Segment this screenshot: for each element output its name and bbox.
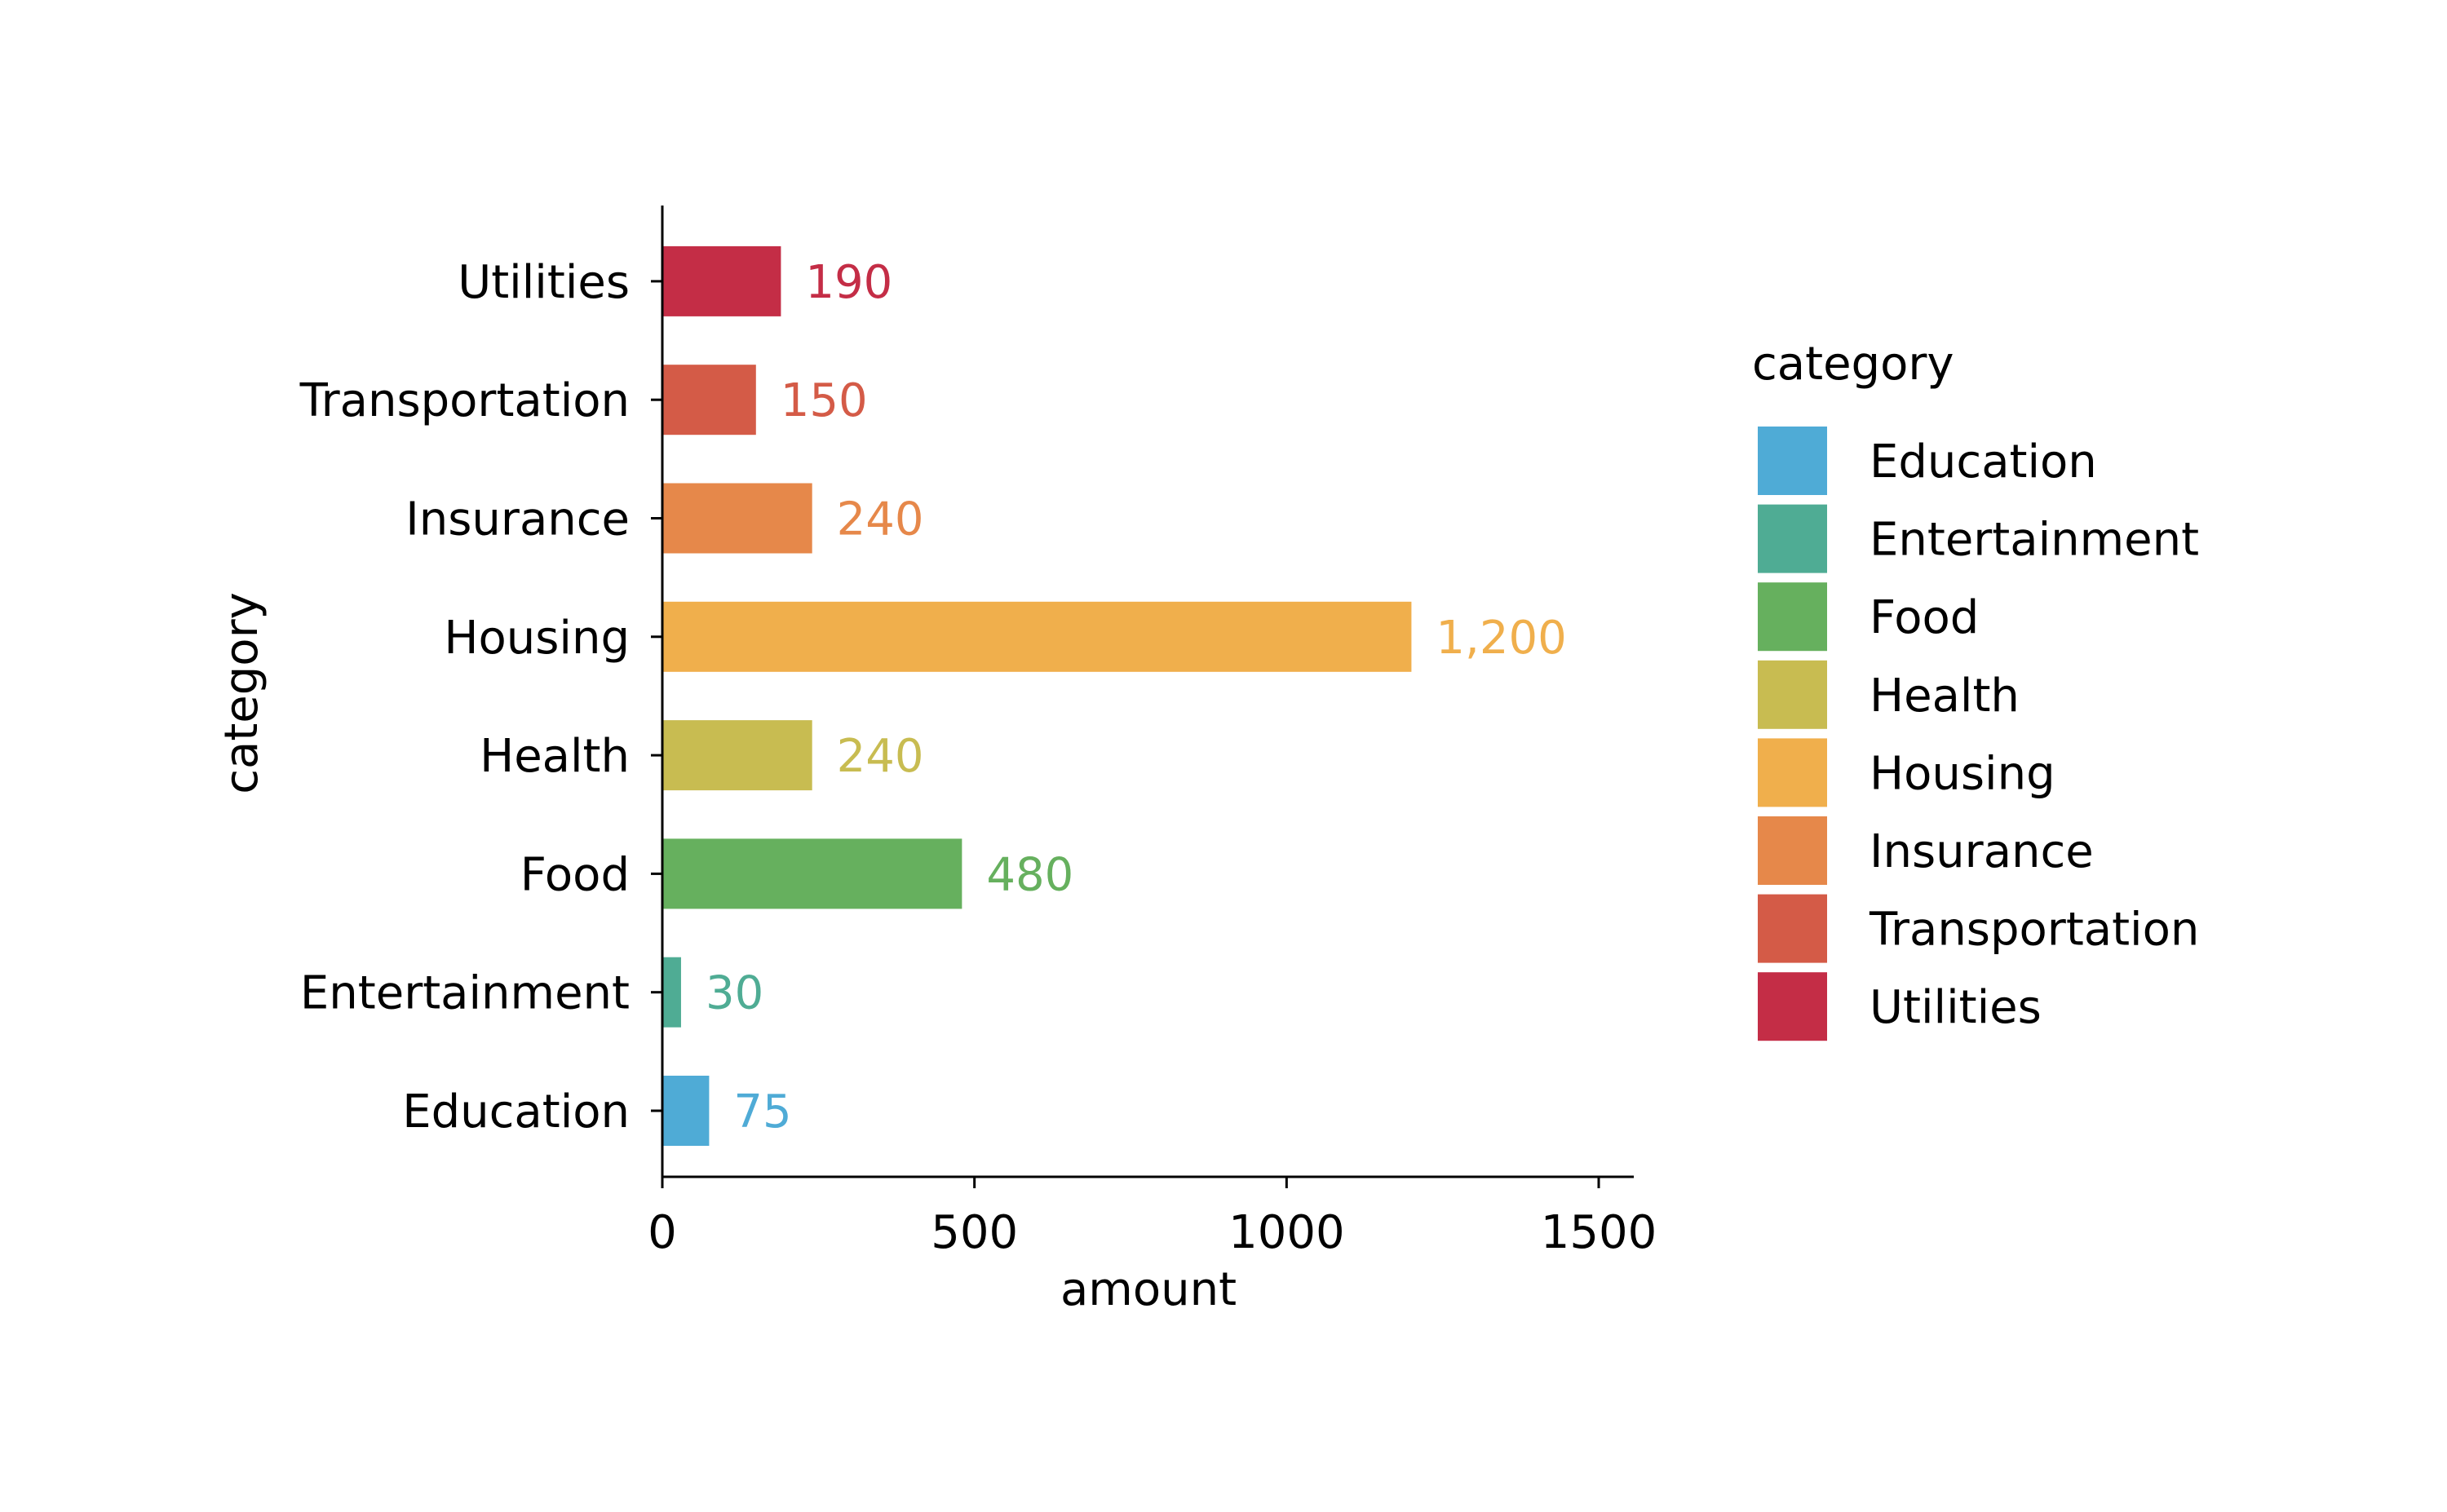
legend-label-transportation: Transportation bbox=[1869, 904, 2199, 957]
x-tick-label-1000: 1000 bbox=[1228, 1206, 1345, 1259]
value-label-food: 480 bbox=[986, 848, 1073, 901]
value-label-entertainment: 30 bbox=[706, 967, 763, 1020]
legend-swatch-education bbox=[1758, 427, 1827, 495]
y-tick-label-insurance: Insurance bbox=[405, 493, 630, 546]
legend-label-education: Education bbox=[1870, 435, 2097, 489]
legend-label-food: Food bbox=[1870, 591, 1979, 644]
legend-swatch-transportation bbox=[1758, 894, 1827, 963]
value-label-housing: 1,200 bbox=[1436, 612, 1566, 665]
y-tick-label-housing: Housing bbox=[444, 612, 630, 665]
value-label-utilities: 190 bbox=[805, 256, 892, 309]
legend-swatch-health bbox=[1758, 660, 1827, 729]
y-tick-label-education: Education bbox=[402, 1085, 630, 1138]
bar-utilities bbox=[662, 245, 781, 316]
bars-group bbox=[662, 245, 1412, 1146]
legend-swatch-entertainment bbox=[1758, 504, 1827, 573]
legend-label-insurance: Insurance bbox=[1870, 825, 2094, 878]
y-tick-label-food: Food bbox=[520, 848, 630, 901]
bar-food bbox=[662, 838, 962, 909]
y-axis-label: category bbox=[215, 592, 268, 794]
legend-swatch-housing bbox=[1758, 738, 1827, 807]
value-label-transportation: 150 bbox=[781, 374, 868, 427]
bar-transportation bbox=[662, 365, 756, 435]
legend-label-health: Health bbox=[1870, 670, 2020, 723]
bar-insurance bbox=[662, 483, 812, 554]
legend-swatch-insurance bbox=[1758, 816, 1827, 885]
value-label-education: 75 bbox=[733, 1085, 791, 1138]
legend: Education Entertainment Food Health Housing I… bbox=[1758, 427, 2199, 1041]
bar-health bbox=[662, 720, 812, 791]
x-tick-label-0: 0 bbox=[648, 1206, 677, 1259]
x-tick-label-1500: 1500 bbox=[1541, 1206, 1657, 1259]
legend-title: category bbox=[1752, 338, 1954, 391]
value-labels-group: 75 30 480 240 1,200 240 150 190 bbox=[706, 256, 1567, 1138]
legend-label-utilities: Utilities bbox=[1870, 981, 2042, 1034]
x-axis-label: amount bbox=[1060, 1263, 1237, 1316]
legend-swatch-food bbox=[1758, 582, 1827, 652]
y-tick-label-health: Health bbox=[480, 730, 630, 783]
y-ticks-group: Education Entertainment Food Health Housing I… bbox=[299, 256, 662, 1138]
x-tick-label-500: 500 bbox=[931, 1206, 1018, 1259]
x-ticks-group: 0 500 1000 1500 bbox=[648, 1177, 1657, 1259]
y-tick-label-transportation: Transportation bbox=[299, 374, 630, 427]
legend-label-housing: Housing bbox=[1870, 747, 2055, 800]
y-tick-label-entertainment: Entertainment bbox=[300, 967, 630, 1020]
y-tick-label-utilities: Utilities bbox=[458, 256, 630, 309]
value-label-insurance: 240 bbox=[837, 493, 924, 546]
bar-education bbox=[662, 1076, 710, 1146]
legend-swatch-utilities bbox=[1758, 972, 1827, 1041]
bar-entertainment bbox=[662, 957, 681, 1028]
value-label-health: 240 bbox=[837, 730, 924, 783]
legend-label-entertainment: Entertainment bbox=[1870, 514, 2199, 567]
bar-housing bbox=[662, 601, 1412, 672]
